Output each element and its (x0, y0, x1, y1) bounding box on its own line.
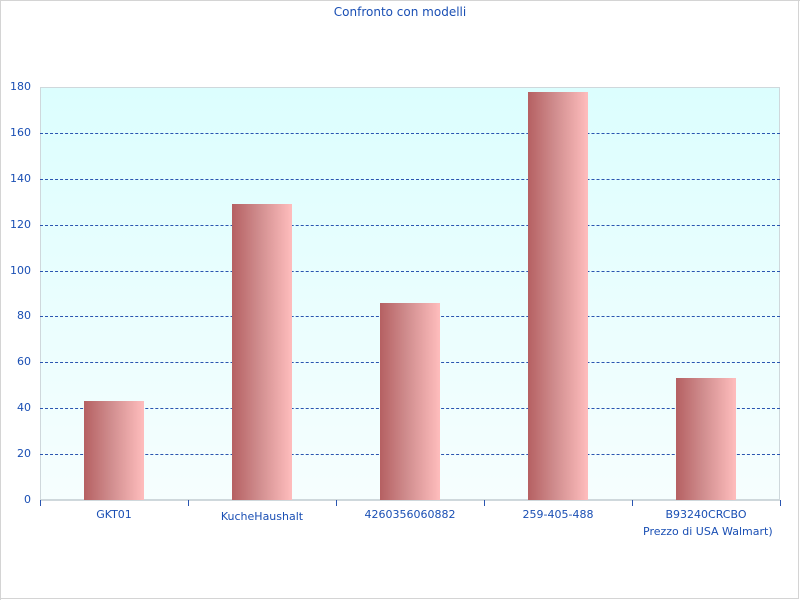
bar (232, 204, 292, 500)
y-tick-label: 0 (24, 493, 31, 506)
y-tick-label: 180 (10, 80, 31, 93)
x-tick (40, 500, 41, 506)
x-tick (336, 500, 337, 506)
gridline (40, 271, 780, 272)
x-tick-label: KucheHaushalt (220, 510, 304, 523)
x-tick (188, 500, 189, 506)
gridline (40, 179, 780, 180)
y-tick-label: 100 (10, 264, 31, 277)
y-tick-label: 80 (17, 309, 31, 322)
bar (84, 401, 144, 500)
chart-title: Confronto con modelli (333, 5, 467, 19)
x-tick-label: 4260356060882 (364, 508, 456, 521)
gridline (40, 225, 780, 226)
x-tick-label: B93240CRCBO (665, 508, 747, 521)
y-tick-label: 120 (10, 218, 31, 231)
y-tick-label: 40 (17, 401, 31, 414)
x-axis-note: Prezzo di USA Walmart) (643, 525, 773, 538)
x-tick-label: 259-405-488 (522, 508, 594, 521)
y-tick-label: 20 (17, 447, 31, 460)
bar (676, 378, 736, 500)
y-tick-label: 60 (17, 355, 31, 368)
bar (528, 92, 588, 500)
y-tick-label: 140 (10, 172, 31, 185)
x-tick (632, 500, 633, 506)
x-tick (484, 500, 485, 506)
gridline (40, 133, 780, 134)
frame-border-left (0, 0, 1, 600)
x-tick (780, 500, 781, 506)
y-tick-label: 160 (10, 126, 31, 139)
x-axis-line (40, 500, 780, 501)
bar (380, 303, 440, 500)
frame-border-top (0, 0, 800, 1)
x-tick-label: GKT01 (96, 508, 132, 521)
